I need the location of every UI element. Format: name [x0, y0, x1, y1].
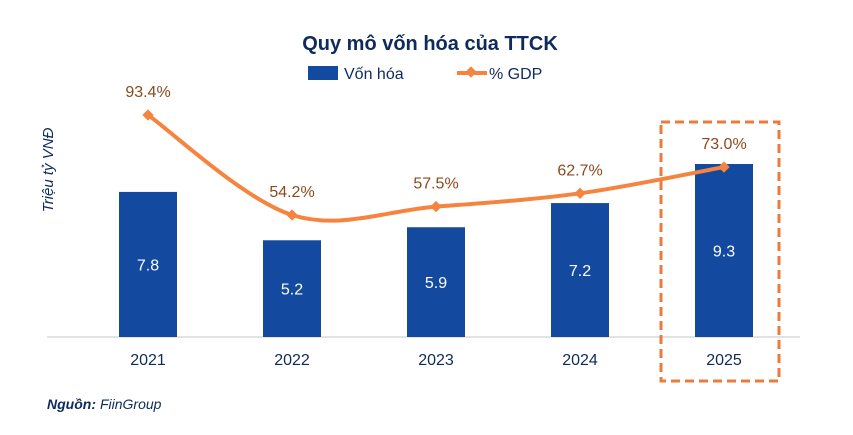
bar-value-label-2021: 7.8 — [137, 257, 159, 274]
x-tick-2021: 2021 — [130, 352, 166, 369]
bar-2023 — [407, 227, 465, 337]
chart-title: Quy mô vốn hóa của TTCK — [302, 33, 558, 55]
x-tick-2023: 2023 — [418, 352, 454, 369]
gdp-value-label-2021: 93.4% — [125, 84, 170, 101]
bar-value-label-2023: 5.9 — [425, 275, 447, 292]
bar-2025 — [695, 164, 753, 337]
gdp-marker-2025 — [718, 161, 730, 173]
gdp-value-label-2025: 73.0% — [701, 136, 746, 153]
source-note: Nguồn: FiinGroup — [47, 396, 162, 412]
gdp-value-label-2022: 54.2% — [269, 184, 314, 201]
x-tick-2022: 2022 — [274, 352, 310, 369]
legend-line-label: % GDP — [489, 66, 542, 83]
x-tick-2024: 2024 — [562, 352, 598, 369]
gdp-marker-2024 — [574, 187, 586, 199]
source-label: Nguồn: — [47, 396, 96, 412]
legend-bar-label: Vốn hóa — [344, 66, 404, 83]
source-value: FiinGroup — [100, 396, 162, 412]
bar-value-label-2025: 9.3 — [713, 244, 735, 261]
bar-2021 — [119, 191, 177, 337]
bar-2022 — [263, 240, 321, 337]
x-tick-2025: 2025 — [706, 352, 742, 369]
gdp-marker-2023 — [430, 200, 442, 213]
legend-bar-swatch — [308, 66, 338, 80]
bar-value-label-2024: 7.2 — [569, 263, 591, 280]
bar-2024 — [551, 203, 609, 337]
gdp-marker-2022 — [286, 209, 298, 221]
legend-line-marker — [465, 66, 477, 78]
gdp-value-label-2024: 62.7% — [557, 162, 602, 179]
gdp-value-label-2023: 57.5% — [413, 176, 458, 193]
y-axis-label: Triệu tỷ VNĐ — [40, 127, 57, 212]
highlight-box — [659, 120, 781, 383]
bar-value-label-2022: 5.2 — [281, 282, 303, 299]
